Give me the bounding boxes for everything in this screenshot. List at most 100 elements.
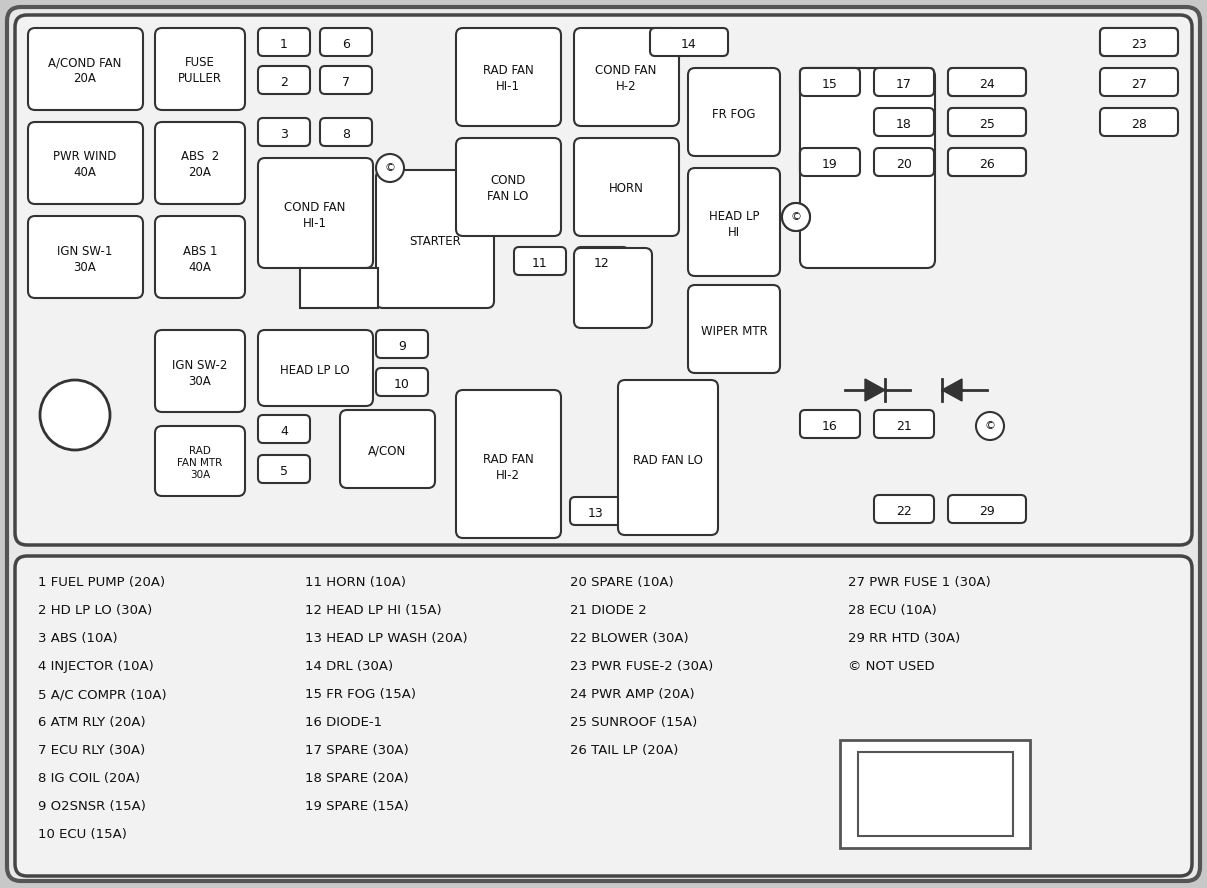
Text: 25 SUNROOF (15A): 25 SUNROOF (15A): [570, 716, 698, 729]
Text: 4 INJECTOR (10A): 4 INJECTOR (10A): [37, 660, 153, 673]
Text: 18 SPARE (20A): 18 SPARE (20A): [305, 772, 409, 785]
FancyBboxPatch shape: [154, 426, 245, 496]
Text: 5 A/C COMPR (10A): 5 A/C COMPR (10A): [37, 688, 167, 701]
FancyBboxPatch shape: [320, 28, 372, 56]
FancyBboxPatch shape: [320, 66, 372, 94]
FancyBboxPatch shape: [575, 248, 652, 328]
Text: 26 TAIL LP (20A): 26 TAIL LP (20A): [570, 744, 678, 757]
Text: 16: 16: [822, 419, 838, 432]
Text: 2: 2: [280, 75, 288, 89]
Text: 24: 24: [979, 77, 995, 91]
FancyBboxPatch shape: [1100, 28, 1178, 56]
Polygon shape: [941, 379, 962, 401]
Text: 19: 19: [822, 157, 838, 170]
FancyBboxPatch shape: [575, 138, 680, 236]
Text: IGN SW-1
30A: IGN SW-1 30A: [57, 244, 112, 274]
Text: FR FOG: FR FOG: [712, 107, 756, 121]
Text: 19 SPARE (15A): 19 SPARE (15A): [305, 800, 409, 813]
Text: 17: 17: [896, 77, 912, 91]
FancyBboxPatch shape: [874, 495, 934, 523]
Circle shape: [976, 412, 1004, 440]
Text: 12 HEAD LP HI (15A): 12 HEAD LP HI (15A): [305, 604, 442, 617]
Text: HORN: HORN: [608, 183, 643, 195]
FancyBboxPatch shape: [28, 28, 142, 110]
Circle shape: [40, 380, 110, 450]
Text: 21: 21: [896, 419, 911, 432]
Text: 25: 25: [979, 117, 995, 131]
Text: ABS 1
40A: ABS 1 40A: [182, 244, 217, 274]
Text: 13: 13: [588, 506, 604, 519]
FancyBboxPatch shape: [258, 415, 310, 443]
FancyBboxPatch shape: [874, 410, 934, 438]
Text: 9 O2SNSR (15A): 9 O2SNSR (15A): [37, 800, 146, 813]
Text: 9: 9: [398, 339, 406, 353]
Text: 20: 20: [896, 157, 912, 170]
FancyBboxPatch shape: [874, 68, 934, 96]
Bar: [301, 268, 378, 308]
FancyBboxPatch shape: [377, 368, 428, 396]
Text: A/COND FAN
20A: A/COND FAN 20A: [48, 57, 122, 85]
Text: 23: 23: [1131, 37, 1147, 51]
FancyBboxPatch shape: [7, 7, 1200, 881]
Text: 24: 24: [979, 77, 995, 91]
Text: 4: 4: [280, 424, 288, 438]
FancyBboxPatch shape: [688, 285, 780, 373]
FancyBboxPatch shape: [874, 108, 934, 136]
FancyBboxPatch shape: [340, 410, 435, 488]
FancyBboxPatch shape: [800, 148, 861, 176]
Text: 26: 26: [979, 157, 995, 170]
Text: 23: 23: [1131, 37, 1147, 51]
Text: ©: ©: [791, 212, 801, 222]
Text: HEAD LP
HI: HEAD LP HI: [709, 210, 759, 239]
Text: RAD FAN
HI-2: RAD FAN HI-2: [483, 453, 533, 481]
Text: 23 PWR FUSE-2 (30A): 23 PWR FUSE-2 (30A): [570, 660, 713, 673]
FancyBboxPatch shape: [1100, 68, 1178, 96]
Text: 8 IG COIL (20A): 8 IG COIL (20A): [37, 772, 140, 785]
FancyBboxPatch shape: [947, 68, 1026, 96]
FancyBboxPatch shape: [1100, 28, 1178, 56]
Text: 2 HD LP LO (30A): 2 HD LP LO (30A): [37, 604, 152, 617]
Text: 6 ATM RLY (20A): 6 ATM RLY (20A): [37, 716, 146, 729]
Text: 14 DRL (30A): 14 DRL (30A): [305, 660, 393, 673]
FancyBboxPatch shape: [947, 108, 1026, 136]
FancyBboxPatch shape: [618, 380, 718, 535]
FancyBboxPatch shape: [800, 410, 861, 438]
Text: 27 PWR FUSE 1 (30A): 27 PWR FUSE 1 (30A): [849, 576, 991, 589]
Text: 20: 20: [896, 157, 912, 170]
FancyBboxPatch shape: [800, 148, 861, 176]
Text: 16 DIODE-1: 16 DIODE-1: [305, 716, 383, 729]
FancyBboxPatch shape: [947, 495, 1026, 523]
Text: STARTER: STARTER: [409, 234, 461, 248]
FancyBboxPatch shape: [28, 122, 142, 204]
Circle shape: [782, 203, 810, 231]
Text: COND FAN
HI-1: COND FAN HI-1: [285, 201, 345, 229]
FancyBboxPatch shape: [576, 247, 628, 275]
FancyBboxPatch shape: [14, 556, 1193, 876]
FancyBboxPatch shape: [377, 170, 494, 308]
FancyBboxPatch shape: [258, 455, 310, 483]
Bar: [840, 740, 1030, 848]
Text: 11: 11: [532, 257, 548, 269]
Text: 3: 3: [280, 128, 288, 140]
FancyBboxPatch shape: [258, 66, 310, 94]
Text: 1: 1: [280, 37, 288, 51]
Text: 24 PWR AMP (20A): 24 PWR AMP (20A): [570, 688, 694, 701]
FancyBboxPatch shape: [154, 122, 245, 204]
FancyBboxPatch shape: [688, 68, 780, 156]
Text: 5: 5: [280, 464, 288, 478]
Text: 22: 22: [896, 504, 911, 518]
FancyBboxPatch shape: [874, 148, 934, 176]
Text: 14: 14: [681, 37, 696, 51]
FancyBboxPatch shape: [258, 118, 310, 146]
Text: 1 FUEL PUMP (20A): 1 FUEL PUMP (20A): [37, 576, 165, 589]
Text: 26: 26: [979, 157, 995, 170]
Text: 15: 15: [822, 77, 838, 91]
Text: 29: 29: [979, 504, 995, 518]
FancyBboxPatch shape: [947, 68, 1026, 96]
Text: WIPER MTR: WIPER MTR: [700, 324, 768, 337]
Text: RAD FAN LO: RAD FAN LO: [632, 454, 702, 466]
FancyBboxPatch shape: [570, 497, 622, 525]
FancyBboxPatch shape: [456, 390, 561, 538]
Text: 28 ECU (10A): 28 ECU (10A): [849, 604, 937, 617]
FancyBboxPatch shape: [14, 15, 1193, 545]
